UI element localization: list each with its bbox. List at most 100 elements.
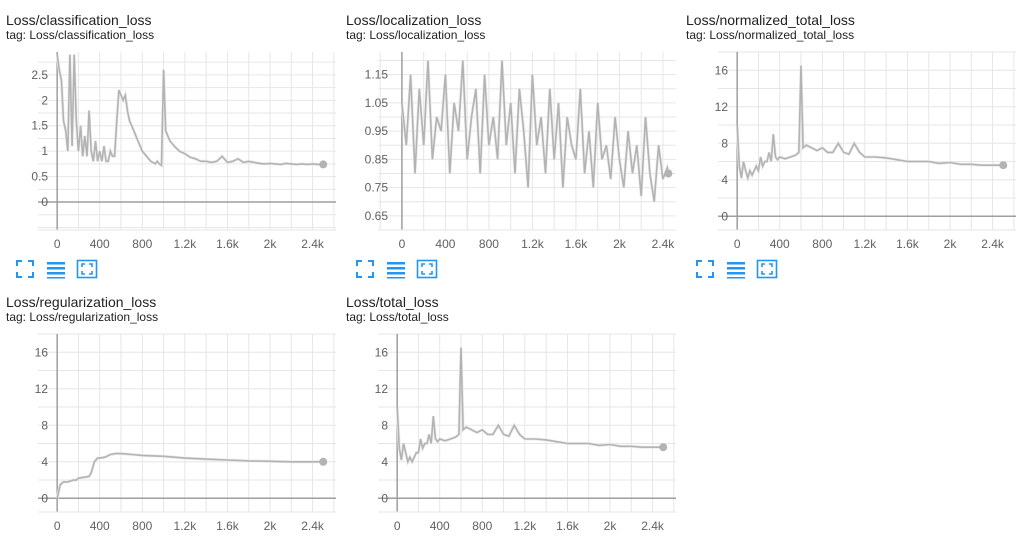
chart-tag: tag: Loss/localization_loss xyxy=(346,28,486,42)
chart-card: Loss/total_loss tag: Loss/total_loss 0 4 0… xyxy=(340,282,676,552)
toggle-y-log-icon xyxy=(727,262,745,279)
x-tick-label: 2.4k xyxy=(301,237,325,251)
fullscreen-button[interactable] xyxy=(354,258,376,280)
toggle-y-log-icon xyxy=(387,262,405,279)
x-tick-label: 400 xyxy=(770,237,790,251)
x-tick-label: 0 xyxy=(54,237,61,251)
toggle-y-log-icon xyxy=(47,262,65,279)
fullscreen-button[interactable] xyxy=(694,258,716,280)
series-raw-line xyxy=(395,347,664,467)
grid xyxy=(38,333,336,512)
x-tick-label: 2k xyxy=(264,519,278,533)
chart-card: Loss/localization_loss tag: Loss/localiz… xyxy=(340,0,676,279)
x-tick-label: 800 xyxy=(472,519,492,533)
fit-domain-icon xyxy=(756,259,778,279)
y-tick-label: 4 xyxy=(381,455,388,469)
x-tick-label: 2k xyxy=(613,237,627,251)
x-tick-label: 2.4k xyxy=(301,519,325,533)
toggle-y-log-button[interactable] xyxy=(725,258,747,280)
series-end-point xyxy=(999,161,1008,170)
x-tick-label: 800 xyxy=(132,237,152,251)
x-tick-label: 2.4k xyxy=(652,237,676,251)
fullscreen-icon xyxy=(696,260,714,278)
y-tick-label: 0.5 xyxy=(31,170,48,184)
chart-card: Loss/regularization_loss tag: Loss/regul… xyxy=(0,282,336,552)
line-chart[interactable]: 0 400 800 1.2k 1.6k 2k 2.4k 0.65 0.75 0.85 0.95 1.0… xyxy=(340,0,676,251)
x-tick-label: 1.6k xyxy=(556,519,580,533)
y-tick-label: 0 xyxy=(721,209,728,223)
x-tick-label: 1.2k xyxy=(521,237,545,251)
series-end-point xyxy=(659,443,668,452)
fit-domain-icon xyxy=(416,259,438,279)
line-chart[interactable]: 0 400 800 1.2k 1.6k 2k 2.4k 0 0.5 1 1.5 2 2.5 xyxy=(0,0,336,251)
x-tick-label: 0 xyxy=(399,237,406,251)
toggle-y-log-button[interactable] xyxy=(385,258,407,280)
y-tick-label: 8 xyxy=(381,418,388,432)
series-end-point xyxy=(664,169,673,178)
x-tick-label: 400 xyxy=(90,519,110,533)
x-tick-label: 0 xyxy=(734,237,741,251)
y-tick-label: 2 xyxy=(41,93,48,107)
series-line xyxy=(56,452,324,499)
fit-domain-button[interactable] xyxy=(756,258,778,280)
x-tick-label: 400 xyxy=(90,237,110,251)
fullscreen-button[interactable] xyxy=(14,258,36,280)
y-tick-label: 2.5 xyxy=(31,68,48,82)
y-tick-label: 16 xyxy=(375,345,389,359)
chart-tag: tag: Loss/regularization_loss xyxy=(6,310,159,324)
series-end-point xyxy=(319,457,328,466)
y-tick-label: 0 xyxy=(41,491,48,505)
x-tick-label: 1.2k xyxy=(174,519,198,533)
x-tick-label: 0 xyxy=(394,519,401,533)
y-tick-label: 1 xyxy=(41,144,48,158)
x-tick-label: 1.6k xyxy=(216,519,240,533)
y-tick-label: 8 xyxy=(721,136,728,150)
chart-tag: tag: Loss/normalized_total_loss xyxy=(686,28,855,42)
x-tick-label: 1.6k xyxy=(216,237,240,251)
y-tick-label: 4 xyxy=(41,455,48,469)
y-tick-label: 16 xyxy=(715,63,729,77)
x-tick-label: 1.2k xyxy=(174,237,198,251)
x-tick-label: 0 xyxy=(54,519,61,533)
x-tick-label: 2k xyxy=(944,237,958,251)
fullscreen-icon xyxy=(356,260,374,278)
x-tick-label: 1.6k xyxy=(565,237,589,251)
grid xyxy=(718,51,1016,230)
y-tick-label: 12 xyxy=(375,382,389,396)
x-tick-label: 2k xyxy=(264,237,278,251)
series-end-point xyxy=(319,160,328,169)
chart-card: Loss/classification_loss tag: Loss/class… xyxy=(0,0,336,279)
line-chart[interactable]: 0 400 800 1.2k 1.6k 2k 2.4k 0 4 8 12 16 xyxy=(680,0,1016,251)
y-tick-label: 12 xyxy=(715,100,729,114)
series-raw-line xyxy=(55,452,324,499)
chart-tag: tag: Loss/total_loss xyxy=(346,310,449,324)
series-line xyxy=(401,60,670,202)
x-tick-label: 800 xyxy=(812,237,832,251)
y-tick-label: 16 xyxy=(35,345,49,359)
y-tick-label: 0 xyxy=(41,195,48,209)
x-tick-label: 2.4k xyxy=(641,519,665,533)
fit-domain-icon xyxy=(76,259,98,279)
y-tick-label: 0.65 xyxy=(365,209,389,223)
x-tick-label: 800 xyxy=(132,519,152,533)
chart-card: Loss/normalized_total_loss tag: Loss/nor… xyxy=(680,0,1016,279)
y-tick-label: 1.5 xyxy=(31,119,48,133)
chart-title: Loss/regularization_loss xyxy=(6,294,157,310)
line-chart[interactable]: 0 400 800 1.2k 1.6k 2k 2.4k 0 4 8 12 16 xyxy=(0,282,336,533)
line-chart[interactable]: 0 400 800 1.2k 1.6k 2k 2.4k 0 4 8 12 16 xyxy=(340,282,676,533)
x-tick-label: 1.2k xyxy=(854,237,878,251)
y-tick-label: 0 xyxy=(381,491,388,505)
x-tick-label: 1.6k xyxy=(896,237,920,251)
y-tick-label: 0.75 xyxy=(365,181,389,195)
toggle-y-log-button[interactable] xyxy=(45,258,67,280)
y-tick-label: 4 xyxy=(721,173,728,187)
grid xyxy=(378,333,676,512)
fit-domain-button[interactable] xyxy=(76,258,98,280)
chart-title: Loss/classification_loss xyxy=(6,12,152,28)
fit-domain-button[interactable] xyxy=(416,258,438,280)
x-tick-label: 1.2k xyxy=(514,519,538,533)
x-tick-label: 2k xyxy=(604,519,618,533)
chart-title: Loss/total_loss xyxy=(346,294,439,310)
chart-title: Loss/localization_loss xyxy=(346,12,482,28)
chart-tag: tag: Loss/classification_loss xyxy=(6,28,155,42)
